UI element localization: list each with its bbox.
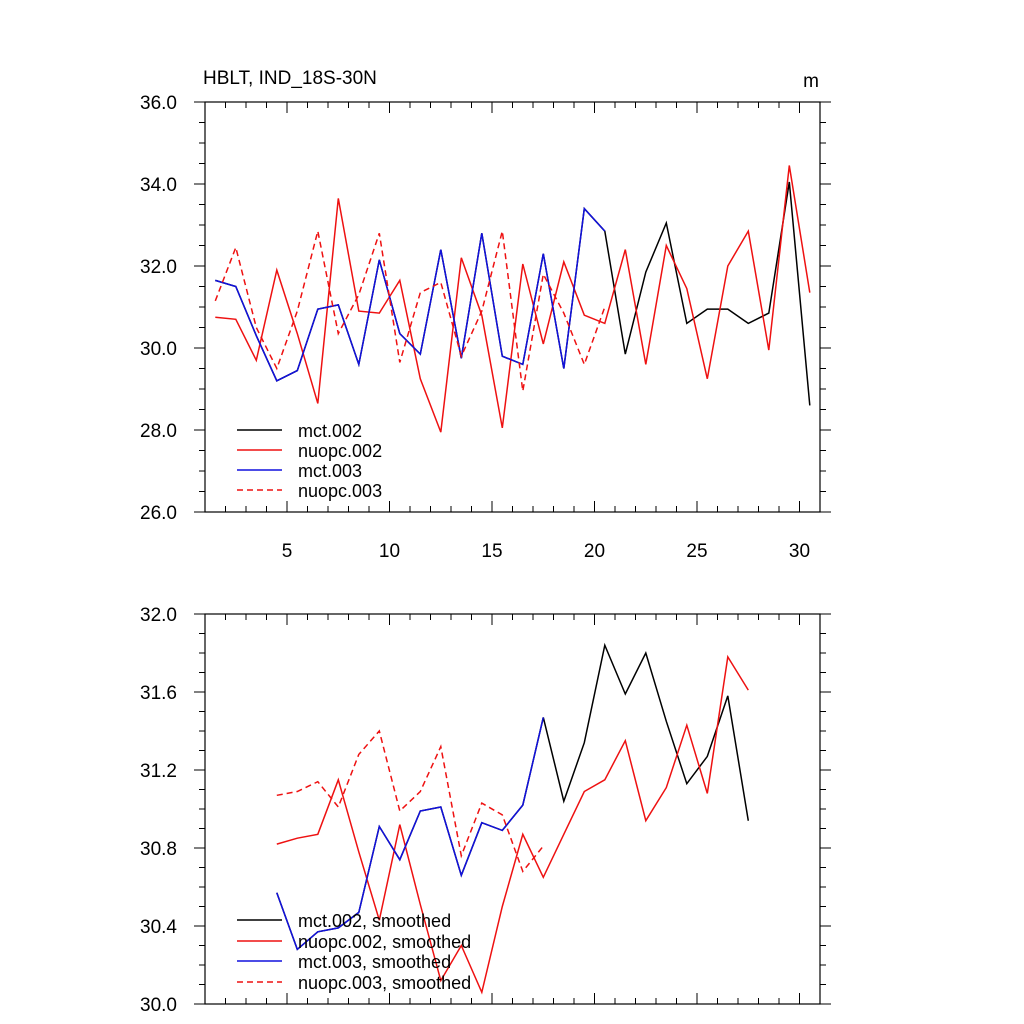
- legend-label-nuopc-002-smoothed: nuopc.002, smoothed: [298, 932, 471, 952]
- legend-label-mct-003-smoothed: mct.003, smoothed: [298, 952, 451, 972]
- bottom-series-nuopc-003-smoothed: [276, 729, 544, 873]
- bottom-axes: 30.0 30.4 30.8 31.2 31.6 32.0: [140, 605, 831, 1016]
- top-chart: HBLT, IND_18S-30N m 5 10 15 20 25 30 26.0 28.0 3…: [140, 68, 831, 562]
- top-series-nuopc-002: [215, 165, 811, 433]
- top-x-tick-label: 15: [481, 541, 502, 562]
- top-y-tick-label: 34.0: [140, 175, 177, 196]
- top-x-tick-label: 5: [282, 541, 293, 562]
- legend-label-nuopc-003: nuopc.003: [298, 481, 382, 501]
- legend-label-mct-003: mct.003: [298, 461, 362, 481]
- top-axes: 5 10 15 20 25 30 26.0 28.0 30.0 32.0 34.0 36.0: [140, 93, 831, 562]
- bottom-y-tick-label: 30.4: [140, 917, 177, 938]
- bottom-series-mct-002-smoothed: [276, 642, 750, 951]
- bottom-y-tick-label: 31.2: [140, 761, 177, 782]
- units-label: m: [803, 71, 819, 92]
- top-x-tick-label: 30: [789, 541, 810, 562]
- top-x-tick-label: 25: [686, 541, 707, 562]
- top-series-mct-002: [215, 181, 811, 406]
- bottom-y-tick-label: 32.0: [140, 605, 177, 626]
- top-legend: mct.002 nuopc.002 mct.003 nuopc.003: [237, 421, 382, 501]
- bottom-y-tick-label: 31.6: [140, 683, 177, 704]
- top-y-tick-label: 28.0: [140, 421, 177, 442]
- bottom-series-group: [276, 642, 750, 995]
- legend-label-nuopc-002: nuopc.002: [298, 441, 382, 461]
- top-series-mct-003: [215, 206, 606, 382]
- legend-label-nuopc-003-smoothed: nuopc.003, smoothed: [298, 973, 471, 993]
- legend-label-mct-002: mct.002: [298, 421, 362, 441]
- top-y-tick-label: 30.0: [140, 339, 177, 360]
- top-y-tick-label: 36.0: [140, 93, 177, 114]
- top-x-tick-label: 20: [584, 541, 605, 562]
- bottom-y-tick-label: 30.8: [140, 839, 177, 860]
- top-y-tick-label: 32.0: [140, 257, 177, 278]
- bottom-series-mct-003-smoothed: [276, 717, 545, 951]
- top-x-tick-label: 10: [379, 541, 400, 562]
- bottom-legend: mct.002, smoothed nuopc.002, smoothed mc…: [237, 911, 471, 993]
- top-series-nuopc-003: [214, 230, 606, 392]
- bottom-series-nuopc-002-smoothed: [276, 654, 749, 995]
- bottom-y-tick-label: 30.0: [140, 995, 177, 1016]
- bottom-chart: 30.0 30.4 30.8 31.2 31.6 32.0 mct.002, smooth…: [140, 605, 831, 1016]
- legend-label-mct-002-smoothed: mct.002, smoothed: [298, 911, 451, 931]
- top-y-tick-label: 26.0: [140, 503, 177, 524]
- top-series-group: [214, 165, 811, 433]
- chart-title: HBLT, IND_18S-30N: [203, 68, 377, 89]
